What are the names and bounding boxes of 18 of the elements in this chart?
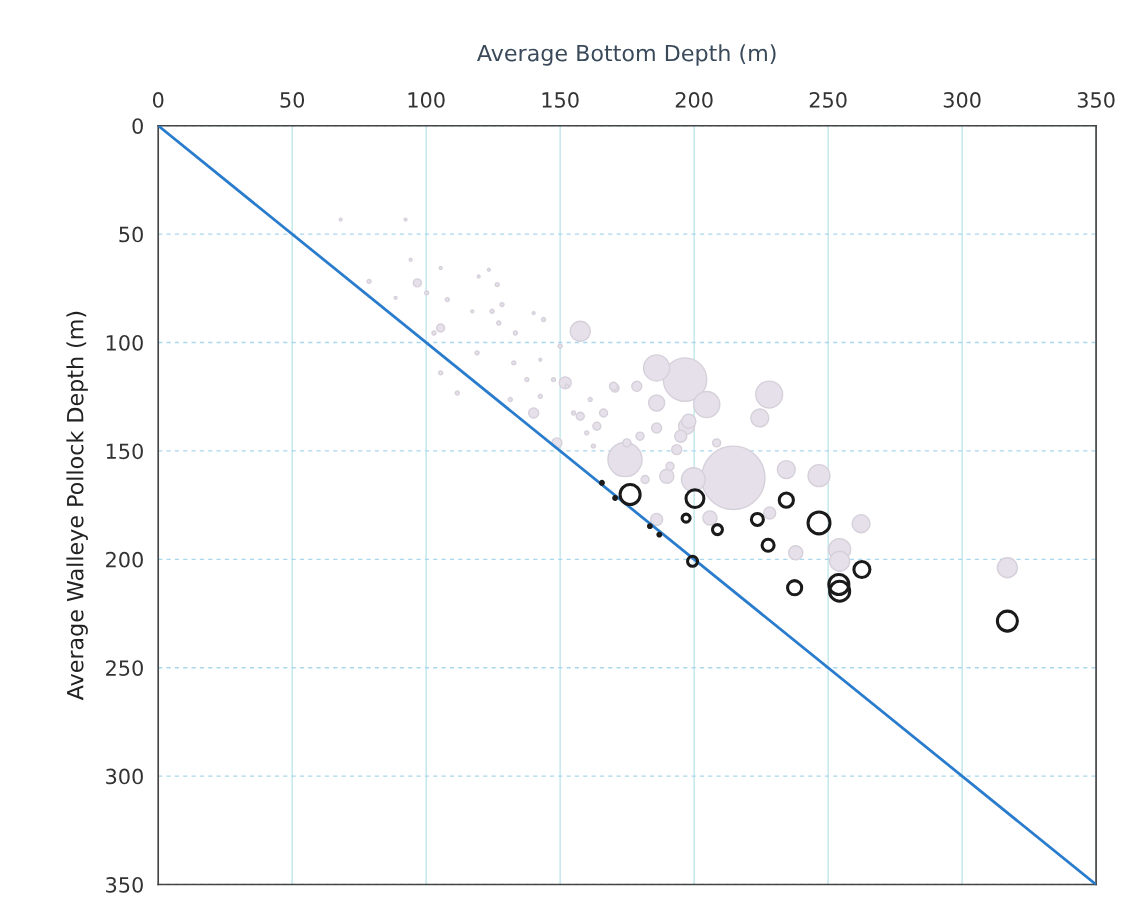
y-tick-label: 0 <box>132 118 143 134</box>
x-tick-label: 250 <box>809 92 847 108</box>
x-tick-label: 100 <box>408 92 445 108</box>
y-tick-label: 300 <box>106 768 143 785</box>
x-tick-label: 150 <box>542 92 579 108</box>
y-tick-label: 100 <box>106 334 143 351</box>
x-tick-label: 0 <box>152 92 164 108</box>
y-axis-title: Average Walleye Pollock Depth (m) <box>66 311 88 701</box>
y-tick-label: 350 <box>106 876 143 893</box>
x-tick-label: 200 <box>675 92 713 108</box>
y-tick-label: 50 <box>119 226 143 243</box>
x-tick-label: 50 <box>280 92 305 108</box>
y-tick-label: 150 <box>106 443 143 460</box>
y-tick-label: 200 <box>106 551 143 568</box>
y-tick-label: 250 <box>106 660 143 676</box>
x-tick-label: 300 <box>943 92 981 108</box>
x-tick-label: 350 <box>1077 92 1115 108</box>
x-axis-title: Average Bottom Depth (m) <box>477 44 776 66</box>
